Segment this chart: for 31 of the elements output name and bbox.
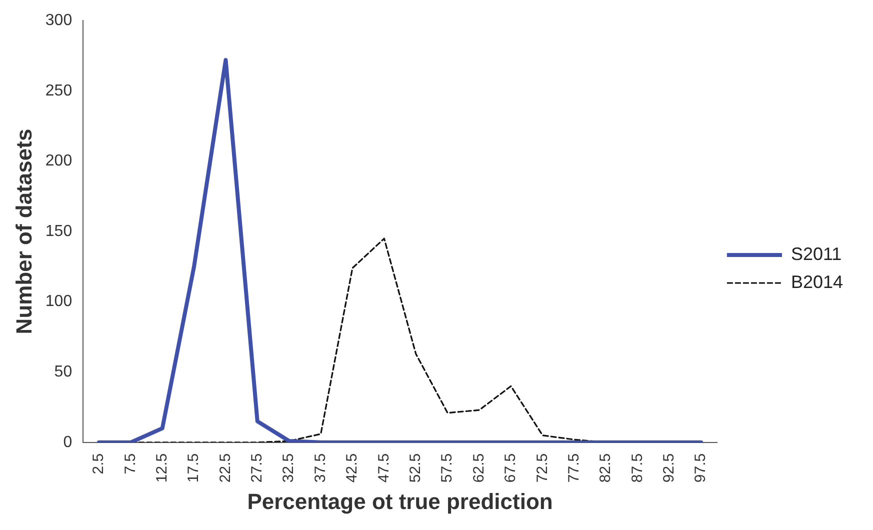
x-tick-label: 52.5 bbox=[407, 453, 424, 483]
y-axis-title: Number of datasets bbox=[11, 128, 36, 334]
x-tick-label: 27.5 bbox=[248, 453, 266, 483]
x-tick-label: 82.5 bbox=[597, 453, 614, 483]
x-tick-label: 47.5 bbox=[375, 453, 392, 483]
x-tick-label: 2.5 bbox=[90, 453, 108, 474]
x-tick-label: 42.5 bbox=[344, 453, 361, 483]
y-tick-label: 100 bbox=[45, 293, 72, 310]
x-tick-label: 77.5 bbox=[565, 453, 582, 483]
x-tick-label: 72.5 bbox=[534, 453, 551, 483]
x-tick-label: 62.5 bbox=[470, 453, 488, 483]
y-tick-label: 250 bbox=[45, 82, 72, 100]
y-tick-label: 300 bbox=[45, 12, 72, 30]
y-tick-label: 150 bbox=[45, 222, 72, 240]
x-tick-label: 87.5 bbox=[628, 453, 646, 483]
x-tick-label: 12.5 bbox=[153, 453, 170, 483]
x-tick-label: 22.5 bbox=[216, 453, 234, 483]
x-tick-label: 57.5 bbox=[438, 453, 456, 483]
x-tick-label: 67.5 bbox=[502, 453, 520, 483]
x-tick-label: 37.5 bbox=[312, 453, 329, 483]
x-tick-label: 7.5 bbox=[122, 453, 139, 474]
y-tick-label: 200 bbox=[45, 152, 72, 170]
x-tick-label: 32.5 bbox=[280, 453, 298, 483]
legend-label: S2011 bbox=[790, 244, 842, 264]
y-tick-label: 50 bbox=[54, 364, 72, 381]
x-tick-label: 97.5 bbox=[692, 453, 710, 483]
x-tick-label: 17.5 bbox=[185, 453, 202, 483]
x-axis-title: Percentage ot true prediction bbox=[247, 488, 553, 514]
legend-label: B2014 bbox=[790, 272, 844, 292]
x-tick-label: 92.5 bbox=[660, 453, 678, 483]
y-tick-label: 0 bbox=[63, 434, 72, 451]
